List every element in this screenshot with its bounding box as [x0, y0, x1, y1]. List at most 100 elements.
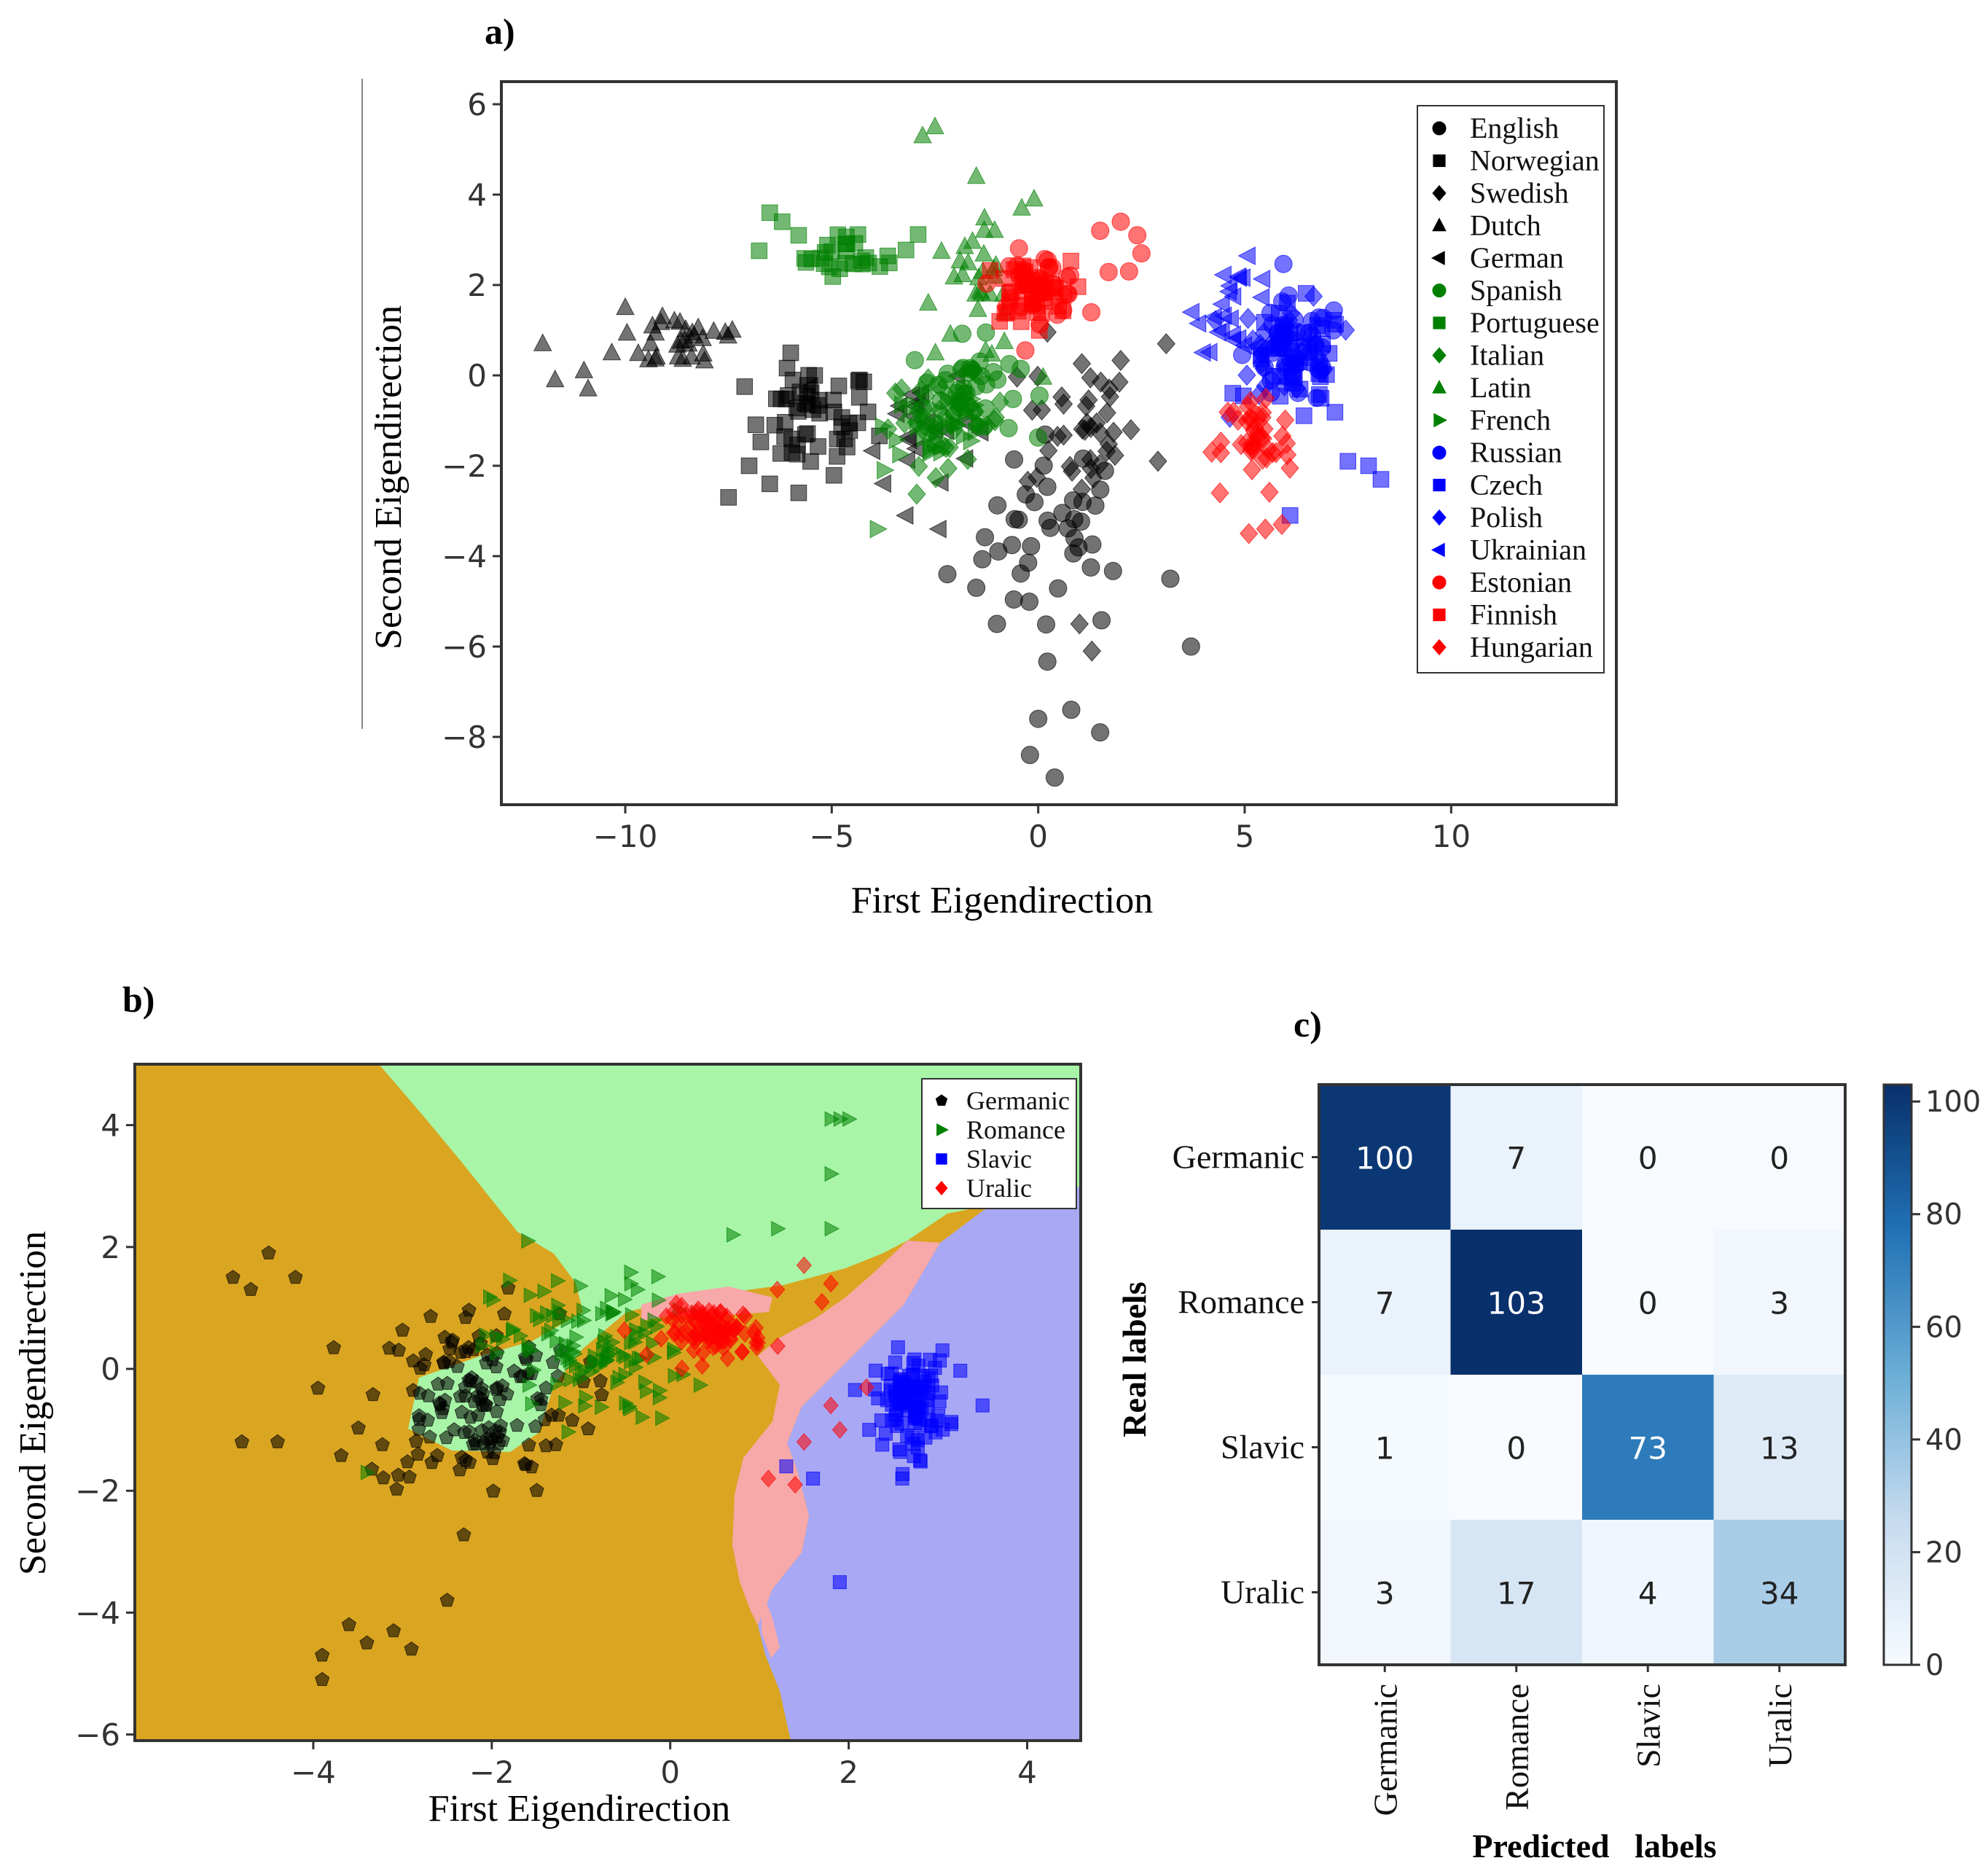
point-germanic [423, 1308, 439, 1323]
point-romance [771, 1220, 786, 1237]
point-germanic [261, 1245, 276, 1260]
point-norwegian [833, 409, 850, 426]
panel-c-col-labels: Germanic Romance Slavic Uralic [1366, 1665, 1799, 1816]
matrix-cell-value: 3 [1769, 1286, 1789, 1321]
point-dutch [693, 328, 712, 346]
point-germanic [539, 1438, 554, 1453]
point-romance [558, 1335, 574, 1352]
point-portuguese [790, 227, 807, 244]
point-romance [612, 1370, 628, 1386]
point-germanic [477, 1435, 492, 1451]
point-swedish [1091, 371, 1111, 393]
point-czech [1339, 453, 1356, 470]
x-tick-label: 5 [1235, 819, 1255, 854]
point-italian [926, 466, 945, 488]
point-polish [1277, 369, 1297, 391]
point-germanic [315, 1647, 330, 1662]
legend-label-latin: Latin [1470, 371, 1531, 404]
point-romance [537, 1283, 553, 1300]
point-slavic [874, 1413, 888, 1428]
point-polish [1304, 285, 1323, 308]
point-swedish [1039, 440, 1058, 461]
matrix-cell-value: 1 [1375, 1431, 1395, 1467]
legend-label-ukrainian: Ukrainian [1470, 534, 1586, 566]
point-french [963, 432, 982, 450]
point-portuguese [838, 228, 855, 246]
point-portuguese [857, 249, 874, 266]
point-english [1022, 536, 1041, 555]
matrix-cell-value: 0 [1638, 1286, 1658, 1321]
point-uralic [796, 1256, 813, 1275]
point-romance [571, 1313, 587, 1330]
point-germanic [326, 1340, 342, 1354]
col-label: Uralic [1761, 1684, 1799, 1768]
point-slavic [890, 1418, 904, 1433]
point-romance [604, 1287, 620, 1304]
point-latin [918, 292, 938, 311]
point-uralic [760, 1469, 777, 1488]
point-romance [668, 1367, 684, 1384]
point-swedish [1032, 399, 1052, 421]
point-norwegian [762, 475, 778, 493]
point-english [973, 550, 992, 569]
point-estonian [1099, 262, 1118, 281]
point-slavic [895, 1472, 909, 1486]
point-germanic [450, 1359, 465, 1373]
point-romance [578, 1397, 593, 1414]
matrix-cell-value: 0 [1506, 1431, 1526, 1467]
point-romance [490, 1345, 506, 1361]
point-uralic [737, 1307, 754, 1326]
point-norwegian [766, 417, 783, 434]
point-english [1020, 746, 1039, 765]
point-slavic [932, 1394, 947, 1409]
point-swedish [1100, 386, 1119, 407]
point-latin [1012, 198, 1031, 216]
point-romance [618, 1291, 633, 1308]
point-french [923, 443, 941, 462]
point-germanic [334, 1448, 349, 1462]
x-tick-label: 10 [1432, 819, 1471, 854]
colorbar-ticks: 100 80 60 40 20 0 [1911, 1085, 1981, 1682]
legend-marker-polish [1432, 509, 1447, 526]
legend-marker-norwegian [1433, 154, 1446, 168]
point-swedish [1070, 613, 1089, 635]
legend-marker-italian [1432, 347, 1447, 364]
point-english [1071, 512, 1090, 531]
point-hungarian [1252, 426, 1271, 448]
panel-c-colorbar: 100 80 60 40 20 0 [1882, 1083, 1981, 1682]
point-germanic [497, 1306, 512, 1321]
point-english [1064, 491, 1083, 510]
point-germanic [537, 1412, 552, 1426]
point-romance [726, 1227, 742, 1243]
point-norwegian [825, 391, 842, 409]
matrix-cell-value: 13 [1760, 1431, 1799, 1467]
point-spanish [984, 362, 1003, 381]
point-estonian [1009, 239, 1028, 258]
point-italian [986, 407, 1006, 429]
y-tick-label: −6 [442, 629, 487, 665]
point-french [945, 413, 963, 432]
y-tick-label: 2 [467, 268, 487, 303]
point-dutch [678, 333, 698, 352]
point-dutch [646, 322, 665, 341]
y-tick-label: 2 [101, 1230, 120, 1265]
legend-marker-uralic [935, 1181, 948, 1195]
panel-a-legend: EnglishNorwegianSwedishDutchGermanSpanis… [1417, 105, 1605, 674]
point-swedish [1081, 448, 1100, 471]
x-tick-label: −4 [291, 1754, 336, 1790]
point-romance [558, 1394, 574, 1411]
point-french [940, 390, 958, 410]
point-latin [1025, 188, 1044, 207]
point-french [972, 413, 990, 433]
point-uralic [858, 1378, 874, 1397]
point-dutch [579, 378, 598, 397]
point-germanic [395, 1322, 410, 1337]
legend-label-italian: Italian [1470, 339, 1544, 372]
point-latin [941, 324, 960, 342]
point-romance [551, 1273, 566, 1289]
legend-label-polish: Polish [1470, 501, 1543, 534]
point-romance [560, 1349, 576, 1366]
point-germanic [391, 1342, 407, 1357]
point-dutch [616, 297, 635, 316]
point-germanic [453, 1389, 468, 1403]
